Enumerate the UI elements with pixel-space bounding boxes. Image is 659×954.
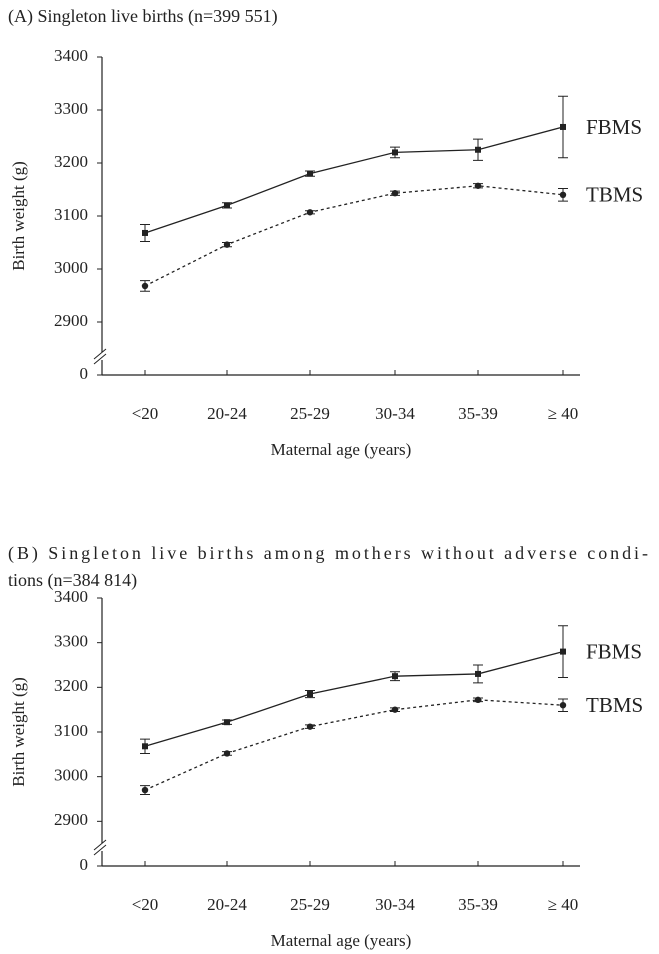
chart-title: (B) Singleton live births among mothers … — [8, 543, 648, 564]
marker — [224, 719, 230, 726]
chart-title: (A) Singleton live births (n=399 551) — [8, 6, 278, 27]
y-axis-label: Birth weight (g) — [9, 677, 28, 787]
marker — [560, 123, 566, 130]
y-tick-label: 0 — [80, 364, 89, 383]
y-tick-label: 3400 — [54, 46, 88, 65]
y-tick-label: 3000 — [54, 766, 88, 785]
x-tick-label: <20 — [132, 404, 159, 423]
y-tick-label: 3100 — [54, 721, 88, 740]
x-tick-label: 35-39 — [458, 404, 498, 423]
y-tick-label: 3000 — [54, 258, 88, 277]
marker — [224, 202, 230, 209]
series-line — [144, 126, 564, 234]
x-tick-label: 20-24 — [207, 404, 247, 423]
y-tick-label: 3200 — [54, 152, 88, 171]
axis-break-gap — [94, 352, 110, 360]
x-tick-label: 30-34 — [375, 895, 415, 914]
series-line — [144, 699, 564, 791]
x-tick-label: 30-34 — [375, 404, 415, 423]
axis-break — [93, 353, 107, 365]
marker — [391, 190, 399, 197]
marker — [142, 229, 148, 236]
y-tick-label: 3300 — [54, 632, 88, 651]
marker — [307, 691, 313, 698]
marker — [391, 706, 399, 713]
y-tick-label: 3300 — [54, 99, 88, 118]
marker — [392, 149, 398, 156]
series-label: FBMS — [586, 639, 642, 663]
axis-break — [93, 839, 107, 851]
series-label: FBMS — [586, 115, 642, 139]
series-label: TBMS — [586, 693, 643, 717]
marker — [223, 241, 231, 248]
axis-break — [93, 348, 107, 360]
x-tick-label: 25-29 — [290, 895, 330, 914]
y-tick-label: 3100 — [54, 205, 88, 224]
marker — [306, 209, 314, 216]
x-tick-label: 25-29 — [290, 404, 330, 423]
axis-break-gap — [94, 843, 110, 851]
marker — [141, 282, 149, 290]
marker — [474, 182, 482, 189]
series-line — [144, 650, 564, 747]
x-axis-label: Maternal age (years) — [271, 440, 412, 459]
marker — [475, 670, 481, 677]
marker — [392, 673, 398, 680]
marker — [559, 702, 567, 709]
marker — [142, 743, 148, 750]
y-tick-label: 3200 — [54, 676, 88, 695]
y-tick-label: 3400 — [54, 587, 88, 606]
y-tick-label: 2900 — [54, 810, 88, 829]
marker — [560, 648, 566, 655]
marker — [306, 723, 314, 730]
axis-break — [93, 844, 107, 856]
x-axis-label: Maternal age (years) — [271, 931, 412, 950]
marker — [475, 146, 481, 153]
series-line — [144, 185, 564, 287]
y-axis-label: Birth weight (g) — [9, 161, 28, 271]
marker — [307, 170, 313, 177]
marker — [474, 696, 482, 704]
series-label: TBMS — [586, 183, 643, 207]
y-tick-label: 0 — [80, 855, 89, 874]
x-tick-label: ≥ 40 — [548, 404, 579, 423]
marker — [559, 191, 567, 198]
x-tick-label: ≥ 40 — [548, 895, 579, 914]
marker — [223, 750, 231, 757]
x-tick-label: 35-39 — [458, 895, 498, 914]
chart-title: tions (n=384 814) — [8, 570, 137, 591]
y-tick-label: 2900 — [54, 311, 88, 330]
x-tick-label: 20-24 — [207, 895, 247, 914]
x-tick-label: <20 — [132, 895, 159, 914]
marker — [141, 786, 149, 794]
